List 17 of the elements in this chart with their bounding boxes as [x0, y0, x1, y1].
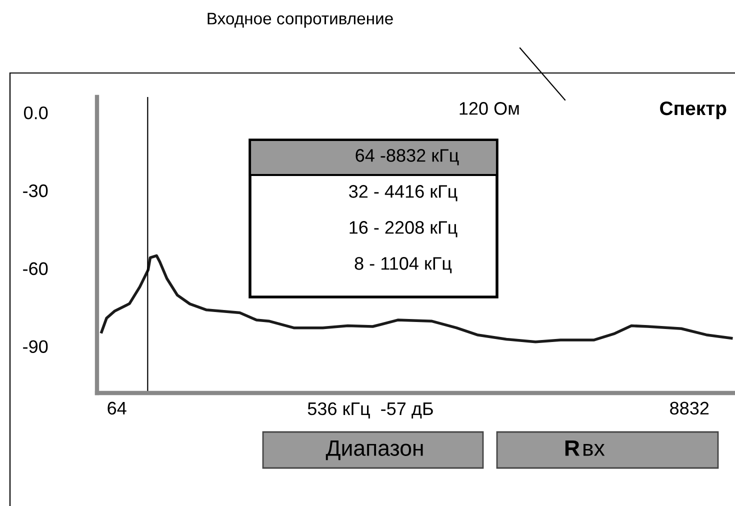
- text: Диапазон: [326, 440, 423, 460]
- annotation: 64 -8832 кГц: [356, 149, 459, 166]
- annotation: 8 - 1104 кГц: [354, 257, 452, 274]
- text: Входное сопротивление: [208, 12, 393, 28]
- line-series: [100, 254, 733, 344]
- annotation: 120 Ом: [460, 102, 519, 115]
- x-tick-label: 8832: [670, 402, 709, 415]
- y-tick-label: -30: [23, 184, 48, 198]
- x-tick-label: 64: [108, 402, 126, 415]
- annotation: 16 - 2208 кГц: [350, 221, 458, 238]
- annotation: 32 - 4416 кГц: [349, 185, 458, 202]
- y-tick-label: 0.0: [24, 106, 48, 120]
- y-tick-label: -60: [23, 262, 48, 276]
- chart-title: Спектр: [660, 101, 726, 120]
- ref-line-label: 536 кГц -57 дБ: [308, 402, 433, 419]
- text: R вх: [565, 440, 605, 456]
- y-tick-label: -90: [23, 340, 48, 353]
